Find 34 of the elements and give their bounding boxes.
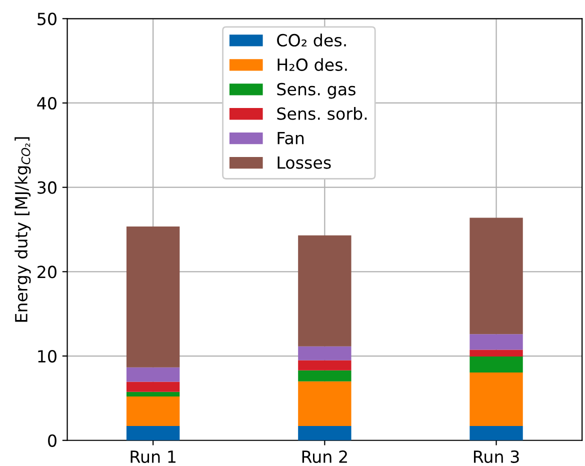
bar (470, 426, 523, 440)
y-tick-label: 30 (38, 181, 56, 194)
bar (126, 226, 180, 368)
bar (298, 360, 352, 370)
bar (298, 381, 352, 426)
legend-label: Losses (278, 156, 331, 169)
bar (470, 372, 523, 426)
y-tick-label: 50 (38, 12, 56, 26)
bar (126, 382, 180, 392)
x-tick-label: Run 3 (474, 450, 519, 463)
y-tick-label: 40 (37, 96, 56, 110)
bar (126, 367, 180, 382)
bar (470, 350, 523, 356)
bar (298, 426, 352, 440)
y-tick-label: 0 (48, 434, 56, 447)
legend-label: Sens. sorb. (277, 107, 367, 120)
bar (126, 426, 180, 440)
bar (298, 235, 352, 346)
x-tick-label: Run 1 (130, 450, 176, 463)
legend-label: CO₂ des. (277, 34, 346, 47)
legend-label: Sens. gas (277, 82, 356, 99)
y-axis-title: Energy duty [MJ/kg$_{CO₂}$] (14, 137, 31, 322)
x-tick-label: Run 2 (302, 450, 347, 463)
y-tick-label: 10 (38, 350, 56, 363)
bar (298, 370, 352, 382)
bar (126, 392, 180, 397)
bar (470, 334, 523, 350)
legend-label: Fan (278, 132, 304, 144)
bar (126, 396, 180, 426)
bar (298, 346, 352, 360)
y-tick-label: 20 (38, 266, 56, 278)
legend-label: H₂O des. (278, 58, 347, 72)
bar (470, 356, 523, 372)
bar (470, 218, 523, 334)
